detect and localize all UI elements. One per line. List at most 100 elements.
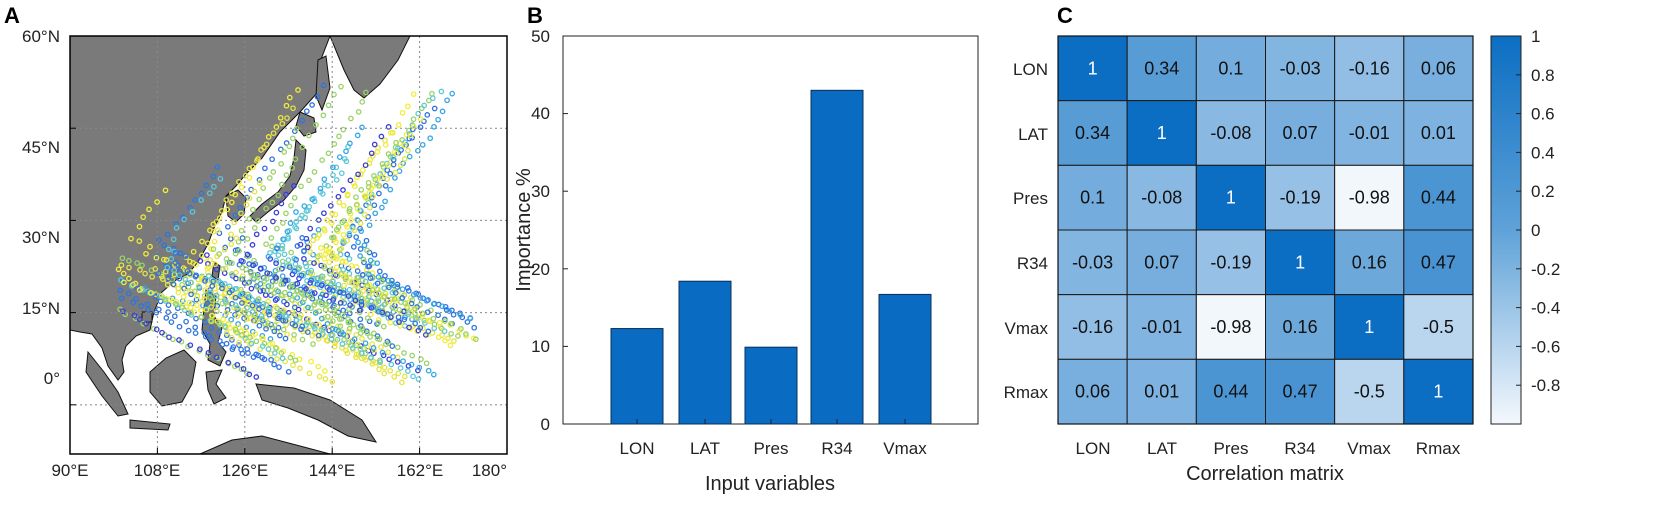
track-point xyxy=(386,298,393,305)
track-point xyxy=(295,306,302,313)
track xyxy=(118,262,259,325)
track-point xyxy=(357,316,364,323)
track-point xyxy=(204,265,211,272)
track-point xyxy=(310,341,316,347)
track-point xyxy=(194,302,200,309)
track-point xyxy=(126,264,132,271)
track-point xyxy=(378,133,385,140)
bar-xtick-lat: LAT xyxy=(690,439,720,458)
track-point xyxy=(351,336,358,343)
track-point xyxy=(366,293,372,300)
track-point xyxy=(198,314,205,320)
track-point xyxy=(301,255,307,262)
track-point xyxy=(173,225,180,231)
track-point xyxy=(338,271,344,277)
track-point xyxy=(339,311,346,318)
track xyxy=(162,296,299,364)
track-point xyxy=(192,197,199,203)
track-point xyxy=(193,261,199,268)
track-point xyxy=(282,277,289,284)
track-point xyxy=(222,323,228,329)
track-point xyxy=(435,334,442,341)
track-point xyxy=(261,278,268,284)
bar-lat xyxy=(678,280,732,425)
track-point xyxy=(425,367,432,374)
track-point xyxy=(296,264,303,271)
track-point xyxy=(444,97,450,104)
track-point xyxy=(260,274,267,281)
track-point xyxy=(285,368,292,375)
track-point xyxy=(289,320,296,327)
heat-cell-value: 1 xyxy=(1295,252,1305,272)
land-australia xyxy=(199,435,331,454)
heat-cell-value: 0.06 xyxy=(1075,382,1110,402)
track-point xyxy=(303,285,309,292)
track-point xyxy=(143,250,149,257)
track-point xyxy=(302,214,308,221)
colorbar-tick-label: 0.6 xyxy=(1531,105,1555,124)
track-point xyxy=(319,157,325,163)
track-point xyxy=(406,153,413,160)
track-point xyxy=(256,180,263,186)
track-point xyxy=(369,275,376,281)
track-point xyxy=(374,321,380,327)
track-point xyxy=(354,174,360,181)
track-point xyxy=(272,350,278,356)
track-point xyxy=(390,354,396,360)
track-point xyxy=(368,150,375,157)
track-point xyxy=(283,191,289,198)
track-point xyxy=(338,170,345,177)
heat-cell xyxy=(1126,294,1197,360)
track-point xyxy=(370,193,376,200)
track-point xyxy=(268,356,274,363)
track-point xyxy=(289,297,295,303)
heat-cell xyxy=(1403,100,1474,166)
track-point xyxy=(340,290,347,296)
track-point xyxy=(170,281,177,288)
track-point xyxy=(222,298,229,304)
track xyxy=(223,330,336,385)
track-point xyxy=(274,246,280,252)
track-point xyxy=(120,270,127,277)
track-point xyxy=(355,206,361,213)
track-point xyxy=(314,275,321,282)
track-point xyxy=(384,176,390,182)
track-point xyxy=(289,165,296,171)
track-point xyxy=(363,237,370,244)
track-point xyxy=(232,212,239,219)
track-point xyxy=(408,361,415,368)
track-point xyxy=(202,319,209,326)
track-point xyxy=(377,183,383,189)
track-point xyxy=(371,251,378,258)
track-point xyxy=(298,326,304,333)
track-point xyxy=(251,225,258,231)
land-korea xyxy=(225,189,247,223)
track-point xyxy=(322,368,328,374)
track-point xyxy=(343,148,349,155)
track-point xyxy=(187,342,194,349)
track-point xyxy=(317,252,323,259)
track-point xyxy=(229,260,235,267)
track-point xyxy=(331,141,338,147)
track-point xyxy=(259,316,265,322)
track-point xyxy=(193,296,200,303)
track-point xyxy=(239,300,245,306)
track-point xyxy=(274,225,280,232)
track xyxy=(354,274,479,343)
track-point xyxy=(346,230,353,237)
track-point xyxy=(232,286,238,292)
track-point xyxy=(194,293,201,300)
track xyxy=(238,183,363,314)
track-point xyxy=(350,321,357,328)
track-point xyxy=(307,249,313,255)
track-point xyxy=(255,274,262,280)
track-point xyxy=(316,298,323,305)
track-point xyxy=(448,320,454,327)
track-point xyxy=(304,319,310,326)
track-point xyxy=(223,197,230,203)
track-point xyxy=(197,346,203,353)
track-point xyxy=(270,169,277,175)
track-point xyxy=(369,287,376,293)
track-point xyxy=(179,304,186,311)
heat-cell xyxy=(1126,229,1197,296)
